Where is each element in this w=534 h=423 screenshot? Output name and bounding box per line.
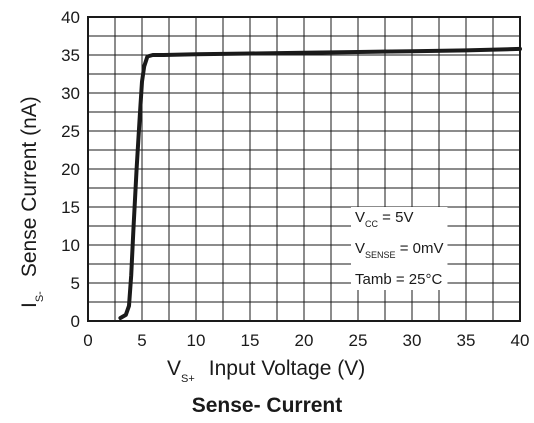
y-tick-label: 5 (71, 274, 80, 293)
grid (88, 17, 520, 321)
sense-current-chart: 0 5 10 15 20 25 30 35 40 0 5 10 15 20 25 30 35 40 VCC = … (18, 8, 529, 385)
y-tick-label: 40 (61, 8, 80, 27)
legend-line-tamb: Tamb = 25°C (355, 271, 442, 288)
series-layer (118, 46, 522, 320)
x-tick-label: 25 (349, 331, 368, 350)
y-tick-label: 15 (61, 198, 80, 217)
legend-line-vcc: VCC = 5V (355, 209, 413, 229)
y-tick-label: 35 (61, 46, 80, 65)
y-tick-label: 25 (61, 122, 80, 141)
legend-box: VCC = 5V VSENSE = 0mV Tamb = 25°C (351, 207, 448, 290)
series-line (118, 46, 522, 320)
legend-line-vsense: VSENSE = 0mV (355, 240, 443, 260)
x-tick-label: 15 (241, 331, 260, 350)
x-tick-labels: 0 5 10 15 20 25 30 35 40 (83, 331, 529, 350)
x-tick-label: 40 (511, 331, 530, 350)
plot-frame (87, 16, 521, 322)
y-tick-label: 0 (71, 312, 80, 331)
legend-background (351, 207, 448, 290)
y-tick-labels: 0 5 10 15 20 25 30 35 40 (61, 8, 80, 331)
y-tick-label: 20 (61, 160, 80, 179)
x-tick-label: 10 (187, 331, 206, 350)
x-tick-label: 35 (457, 331, 476, 350)
x-tick-label: 5 (137, 331, 146, 350)
x-tick-label: 30 (403, 331, 422, 350)
x-axis-label: VS+ Input Voltage (V) (167, 357, 365, 385)
x-tick-label: 0 (83, 331, 92, 350)
x-tick-label: 20 (295, 331, 314, 350)
chart-caption: Sense- Current (191, 394, 343, 417)
y-tick-label: 30 (61, 84, 80, 103)
y-axis-label: IS-Sense Current (nA) (18, 96, 46, 308)
y-tick-label: 10 (61, 236, 80, 255)
